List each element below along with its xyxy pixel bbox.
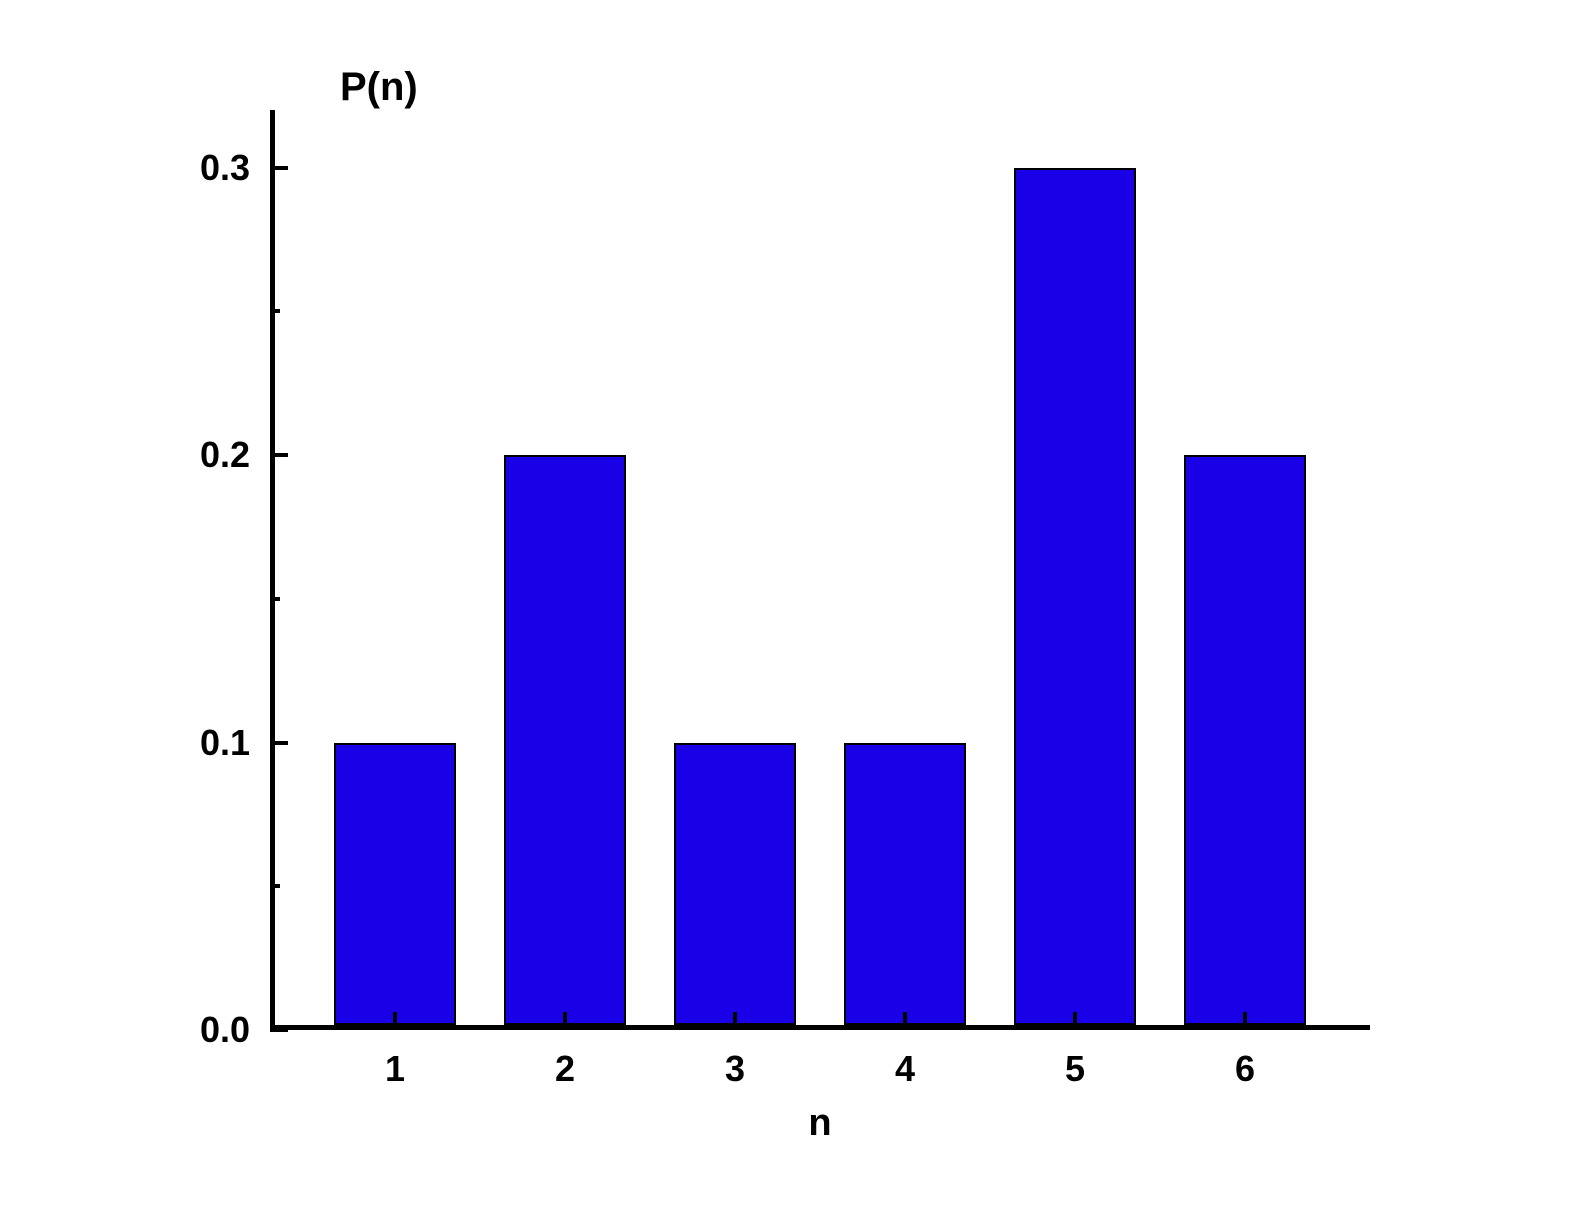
y-tick-major bbox=[270, 741, 288, 745]
y-tick-major bbox=[270, 166, 288, 170]
x-tick-label: 6 bbox=[1235, 1048, 1255, 1090]
bar-chart: 0.0 0.1 0.2 0.3 1 2 3 4 5 6 P(n) n bbox=[150, 50, 1440, 1170]
y-tick-major bbox=[270, 1028, 288, 1032]
y-tick-minor bbox=[270, 309, 280, 313]
x-tick-label: 2 bbox=[555, 1048, 575, 1090]
x-tick-major bbox=[393, 1012, 397, 1030]
x-tick-label: 3 bbox=[725, 1048, 745, 1090]
x-axis-title: n bbox=[808, 1102, 831, 1145]
x-tick-major bbox=[733, 1012, 737, 1030]
y-tick-major bbox=[270, 453, 288, 457]
y-tick-label: 0.0 bbox=[170, 1009, 250, 1051]
bar bbox=[504, 455, 626, 1025]
y-tick-minor bbox=[270, 597, 280, 601]
x-tick-major bbox=[903, 1012, 907, 1030]
bar bbox=[1184, 455, 1306, 1025]
y-tick-label: 0.2 bbox=[170, 434, 250, 476]
x-tick-major bbox=[1243, 1012, 1247, 1030]
y-tick-label: 0.1 bbox=[170, 722, 250, 764]
bar bbox=[1014, 168, 1136, 1026]
x-axis-line bbox=[270, 1025, 1370, 1030]
bar bbox=[674, 743, 796, 1026]
x-tick-label: 1 bbox=[385, 1048, 405, 1090]
x-tick-major bbox=[1073, 1012, 1077, 1030]
y-tick-minor bbox=[270, 884, 280, 888]
x-tick-major bbox=[563, 1012, 567, 1030]
plot-area: 0.00.10.20.3 123456 P(n) n bbox=[270, 110, 1370, 1030]
y-axis-title: P(n) bbox=[340, 65, 418, 110]
bar bbox=[844, 743, 966, 1026]
y-axis-line bbox=[270, 110, 275, 1030]
bar bbox=[334, 743, 456, 1026]
x-tick-label: 5 bbox=[1065, 1048, 1085, 1090]
x-tick-label: 4 bbox=[895, 1048, 915, 1090]
y-tick-label: 0.3 bbox=[170, 147, 250, 189]
